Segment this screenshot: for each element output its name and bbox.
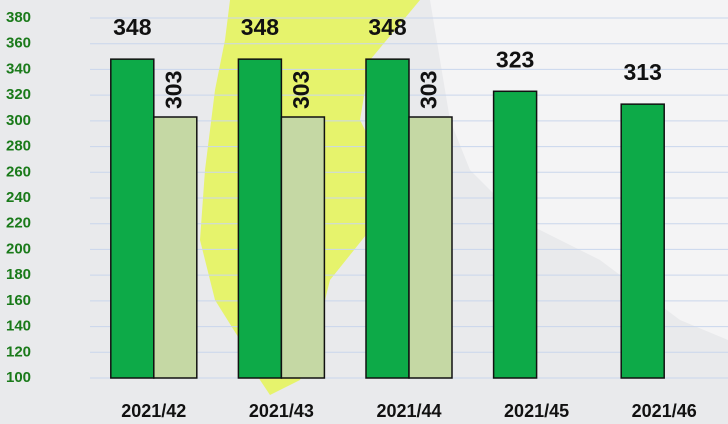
y-tick-label: 100 xyxy=(6,369,31,386)
y-tick-label: 120 xyxy=(6,343,31,360)
data-label: 323 xyxy=(496,46,534,72)
x-tick-label: 2021/46 xyxy=(632,401,697,421)
data-label: 313 xyxy=(624,59,662,85)
y-tick-label: 220 xyxy=(6,215,31,232)
data-label: 303 xyxy=(416,71,442,109)
bar xyxy=(153,116,198,379)
data-label: 348 xyxy=(368,14,407,40)
y-tick-label: 140 xyxy=(6,318,31,335)
bar xyxy=(620,103,665,379)
bar xyxy=(280,116,326,379)
y-tick-label: 320 xyxy=(6,86,31,103)
y-tick-label: 260 xyxy=(6,163,31,180)
x-tick-label: 2021/42 xyxy=(121,401,186,421)
data-label: 348 xyxy=(241,14,280,40)
bar xyxy=(365,58,410,379)
bar xyxy=(110,58,155,379)
x-tick-label: 2021/43 xyxy=(249,401,314,421)
bar xyxy=(408,116,453,379)
y-tick-label: 200 xyxy=(6,240,31,257)
y-tick-label: 340 xyxy=(6,60,31,77)
x-tick-label: 2021/44 xyxy=(376,401,441,421)
y-tick-label: 160 xyxy=(6,292,31,309)
y-tick-label: 300 xyxy=(6,112,31,129)
y-tick-label: 240 xyxy=(6,189,31,206)
y-tick-label: 360 xyxy=(6,35,31,52)
data-label: 348 xyxy=(113,14,152,40)
y-tick-label: 380 xyxy=(6,9,31,26)
marks xyxy=(110,58,665,379)
bar xyxy=(237,58,283,379)
y-tick-label: 280 xyxy=(6,138,31,155)
y-tick-label: 180 xyxy=(6,266,31,283)
bar xyxy=(492,90,538,379)
x-tick-label: 2021/45 xyxy=(504,401,569,421)
data-label: 303 xyxy=(160,71,186,109)
data-label: 303 xyxy=(288,71,314,109)
labels: 100 120 140 160 180 200 220 240 260 280 300 320 340 3… xyxy=(6,9,697,421)
